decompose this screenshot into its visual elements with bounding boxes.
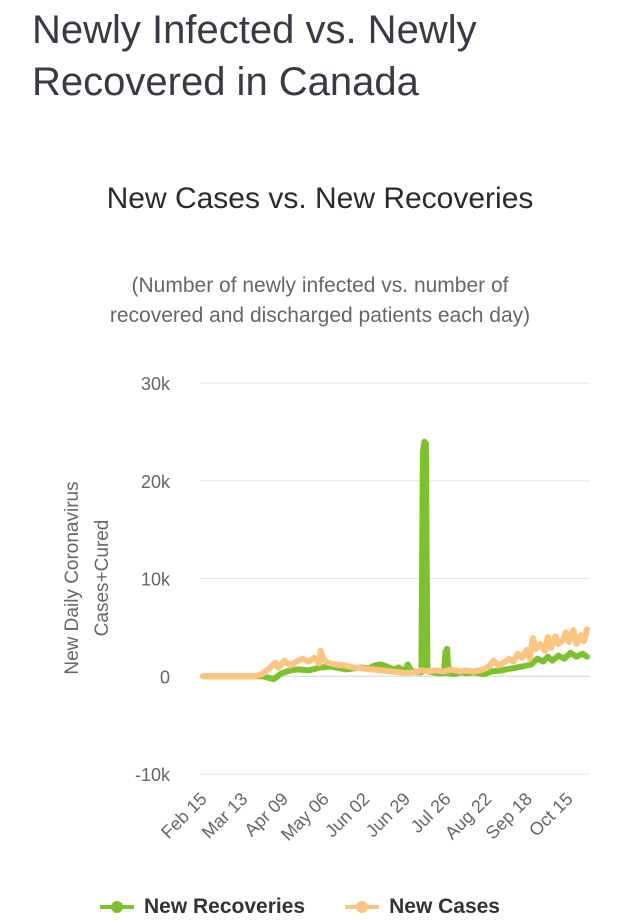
x-tick-label: Oct 15: [525, 789, 577, 841]
chart-title: New Cases vs. New Recoveries: [106, 182, 534, 215]
y-axis-label-line-2: Cases+Cured: [92, 520, 113, 637]
y-tick-label: 0: [160, 667, 170, 687]
y-axis-label-line-1: New Daily Coronavirus: [62, 481, 83, 674]
x-tick-label: Sep 18: [482, 789, 536, 843]
series-line-cases: [200, 626, 590, 680]
legend-swatch-cases: [345, 892, 380, 922]
y-axis-ticks: 30k 20k 10k 0 -10k: [135, 374, 171, 785]
grid-lines: [200, 382, 590, 775]
y-tick-label: 30k: [141, 374, 171, 394]
y-tick-label: 10k: [141, 570, 171, 590]
legend-label-recoveries: New Recoveries: [144, 895, 306, 918]
x-tick-label: Mar 13: [198, 789, 252, 843]
legend-swatch-recoveries: [100, 892, 134, 922]
series-lines: [200, 438, 590, 683]
y-tick-label: -10k: [135, 765, 171, 785]
x-tick-label: Jun 29: [362, 789, 414, 841]
legend: New Recoveries New Cases: [100, 892, 540, 922]
y-tick-label: 20k: [141, 472, 171, 492]
page-heading: Newly Infected vs. Newly Recovered in Ca…: [32, 8, 477, 104]
legend-item-recoveries[interactable]: New Recoveries: [100, 892, 305, 922]
x-tick-label: Jun 02: [321, 789, 373, 841]
chart-subtitle: (Number of newly infected vs. number of …: [109, 274, 531, 327]
legend-label-cases: New Cases: [389, 895, 500, 918]
legend-item-cases[interactable]: New Cases: [345, 892, 500, 922]
